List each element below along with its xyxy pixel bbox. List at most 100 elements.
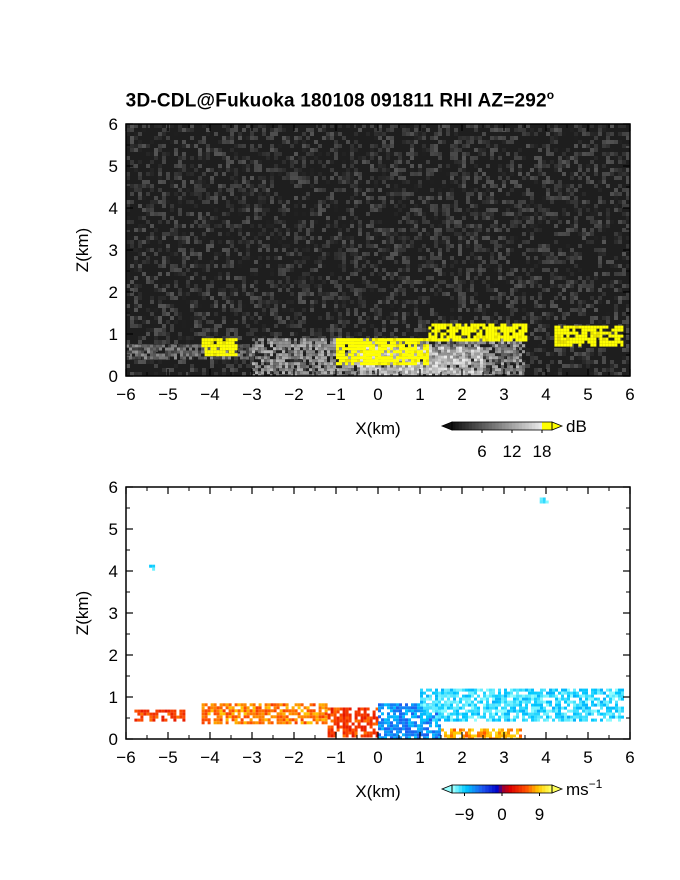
noise-cell — [510, 292, 514, 296]
signal-cell-medium — [285, 356, 288, 360]
signal-cell-high — [414, 370, 417, 374]
noise-cell — [490, 252, 494, 256]
noise-cell — [134, 268, 138, 272]
signal-cell-medium — [297, 353, 300, 357]
noise-cell — [166, 212, 170, 216]
noise-cell — [526, 352, 530, 356]
noise-cell — [614, 304, 618, 308]
noise-cell — [366, 152, 370, 156]
noise-cell — [502, 276, 506, 280]
noise-cell — [134, 360, 138, 364]
noise-cell — [162, 260, 166, 264]
noise-cell — [382, 256, 386, 260]
noise-cell — [546, 196, 550, 200]
noise-cell — [134, 248, 138, 252]
signal-cell-medium — [345, 371, 348, 375]
noise-cell — [398, 284, 402, 288]
noise-cell — [210, 220, 214, 224]
noise-cell — [498, 244, 502, 248]
noise-cell — [290, 228, 294, 232]
noise-cell — [578, 212, 582, 216]
noise-cell — [426, 160, 430, 164]
signal-cell-max — [423, 344, 426, 348]
noise-cell — [322, 176, 326, 180]
noise-cell — [210, 336, 214, 340]
noise-cell — [586, 356, 590, 360]
noise-cell — [414, 212, 418, 216]
signal-cell-low — [201, 356, 204, 360]
noise-cell — [394, 252, 398, 256]
noise-cell — [446, 212, 450, 216]
noise-cell — [382, 248, 386, 252]
noise-cell — [186, 240, 190, 244]
noise-cell — [294, 140, 298, 144]
noise-cell — [294, 324, 298, 328]
noise-cell — [422, 136, 426, 140]
noise-cell — [194, 304, 198, 308]
noise-cell — [154, 152, 158, 156]
noise-cell — [350, 336, 354, 340]
noise-cell — [182, 252, 186, 256]
noise-cell — [422, 280, 426, 284]
noise-cell — [258, 308, 262, 312]
noise-cell — [158, 148, 162, 152]
signal-cell-max — [405, 341, 408, 345]
noise-cell — [230, 204, 234, 208]
noise-cell — [562, 288, 566, 292]
noise-cell — [558, 368, 562, 372]
noise-cell — [494, 244, 498, 248]
noise-cell — [406, 276, 410, 280]
noise-cell — [614, 140, 618, 144]
noise-cell — [158, 296, 162, 300]
noise-cell — [454, 180, 458, 184]
noise-cell — [410, 208, 414, 212]
noise-cell — [234, 320, 238, 324]
noise-cell — [410, 192, 414, 196]
noise-cell — [318, 188, 322, 192]
noise-cell — [234, 124, 238, 128]
noise-cell — [386, 300, 390, 304]
noise-cell — [574, 208, 578, 212]
noise-cell — [550, 304, 554, 308]
noise-cell — [314, 148, 318, 152]
noise-cell — [566, 232, 570, 236]
noise-cell — [230, 372, 234, 376]
noise-cell — [206, 184, 210, 188]
noise-cell — [238, 224, 242, 228]
noise-cell — [146, 308, 150, 312]
noise-cell — [594, 184, 598, 188]
signal-cell-low — [243, 356, 246, 360]
noise-cell — [322, 256, 326, 260]
signal-cell-high — [432, 358, 435, 362]
noise-cell — [354, 148, 358, 152]
noise-cell — [334, 328, 338, 332]
noise-cell — [578, 268, 582, 272]
signal-cell-high — [468, 358, 471, 362]
noise-cell — [542, 184, 546, 188]
signal-cell-medium — [309, 356, 312, 360]
noise-cell — [402, 316, 406, 320]
noise-cell — [542, 348, 546, 352]
noise-cell — [302, 172, 306, 176]
noise-cell — [246, 364, 250, 368]
noise-cell — [570, 252, 574, 256]
noise-cell — [466, 208, 470, 212]
noise-cell — [258, 164, 262, 168]
signal-cell-high — [468, 370, 471, 374]
noise-cell — [514, 180, 518, 184]
noise-cell — [126, 316, 130, 320]
signal-cell-medium — [456, 356, 459, 360]
noise-cell — [130, 192, 134, 196]
noise-cell — [166, 192, 170, 196]
noise-cell — [626, 220, 630, 224]
noise-cell — [542, 160, 546, 164]
noise-cell — [402, 280, 406, 284]
noise-cell — [230, 208, 234, 212]
noise-cell — [618, 132, 622, 136]
noise-cell — [494, 312, 498, 316]
noise-cell — [298, 276, 302, 280]
signal-cell-high — [471, 361, 474, 365]
noise-cell — [378, 208, 382, 212]
signal-cell-medium — [327, 374, 330, 376]
signal-cell-high — [477, 346, 480, 350]
